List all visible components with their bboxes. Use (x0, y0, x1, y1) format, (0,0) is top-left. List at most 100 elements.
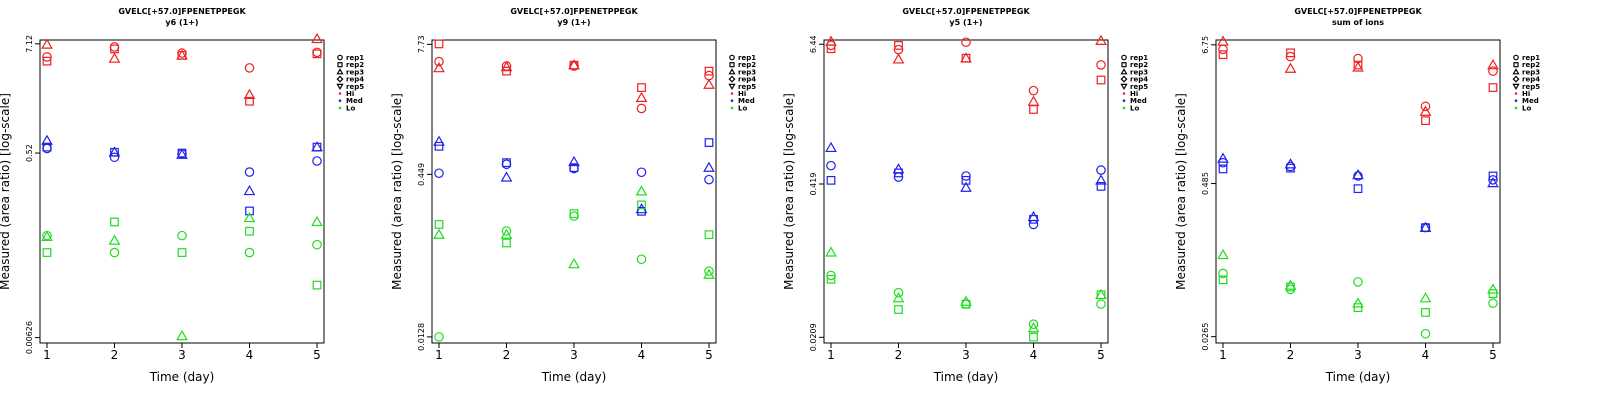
data-point (42, 56, 52, 66)
data-point (1028, 219, 1039, 230)
data-point (502, 238, 511, 248)
x-axis-label: Time (day) (933, 370, 999, 384)
x-tick-label: 3 (570, 348, 578, 362)
data-point (1421, 116, 1430, 126)
data-point (243, 211, 256, 223)
legend-marker (1120, 68, 1128, 75)
legend-label: Med (346, 97, 363, 105)
legend-marker (336, 75, 344, 83)
legend-label: rep4 (1130, 76, 1148, 84)
x-tick-label: 5 (1097, 348, 1105, 362)
data-point (109, 152, 120, 163)
legend-label: rep2 (346, 61, 364, 69)
x-tick-label: 4 (246, 348, 254, 362)
x-tick-label: 1 (827, 348, 835, 362)
data-point (1218, 275, 1228, 285)
data-point (892, 163, 905, 174)
y-tick-label: 0.0128 (417, 323, 426, 351)
legend-marker (1514, 106, 1518, 110)
data-point (893, 287, 904, 298)
legend-label: rep1 (738, 54, 756, 62)
data-point (311, 32, 323, 44)
legend-marker (729, 54, 735, 61)
data-point (1027, 95, 1040, 106)
plot-frame (39, 39, 325, 344)
data-point (569, 163, 579, 173)
legend-marker (1512, 68, 1520, 75)
data-point (245, 206, 254, 216)
data-point (1353, 303, 1363, 313)
legend-label: rep3 (1522, 68, 1540, 76)
data-point (1027, 322, 1040, 333)
legend-label: Hi (1130, 90, 1138, 98)
legend-marker (1122, 92, 1126, 95)
legend-label: rep5 (738, 83, 756, 91)
data-point (704, 174, 714, 185)
legend-label: Med (1522, 97, 1539, 105)
x-axis-label: Time (day) (1325, 370, 1391, 384)
legend-label: rep1 (1522, 54, 1540, 62)
chart-subtitle: sum of ions (1332, 18, 1384, 27)
y-tick-label: 7.73 (417, 35, 426, 53)
legend-marker (336, 83, 344, 91)
data-point (109, 42, 120, 52)
data-point (312, 280, 322, 290)
legend-label: rep4 (738, 76, 756, 84)
x-tick-label: 2 (503, 348, 511, 362)
legend-label: Lo (1130, 104, 1139, 112)
data-point (1353, 277, 1363, 287)
data-point (434, 39, 444, 49)
data-point (1095, 34, 1107, 45)
data-point (312, 239, 322, 250)
data-point (433, 135, 445, 146)
data-point (1096, 60, 1106, 70)
legend-marker (1121, 62, 1127, 68)
data-point (1095, 174, 1107, 185)
legend-marker (336, 68, 344, 75)
y-tick-label: 0.449 (417, 163, 426, 186)
data-point (1419, 292, 1432, 303)
data-point (42, 248, 52, 257)
legend-label: Lo (346, 104, 355, 112)
data-point (825, 35, 837, 46)
legend-marker (728, 68, 736, 75)
data-point (500, 228, 513, 239)
data-point (569, 209, 579, 219)
data-point (1487, 59, 1499, 70)
data-point (108, 146, 121, 157)
x-tick-label: 5 (313, 348, 321, 362)
data-point (1420, 101, 1431, 112)
data-point (434, 56, 444, 67)
data-point (434, 220, 444, 229)
x-tick-label: 3 (962, 348, 970, 362)
data-point (312, 47, 322, 58)
data-point (1218, 50, 1228, 60)
y-axis-label: Measured (area ratio) [log-scale] (1174, 93, 1188, 290)
chart-panel: GVELC[+57.0]FPENETPPEGK y6 (1+) 0.00626 0.5… (0, 7, 364, 384)
data-point (1353, 184, 1363, 194)
data-point (110, 217, 119, 227)
data-point (176, 49, 188, 60)
legend-marker (1121, 54, 1127, 61)
x-tick-label: 2 (111, 348, 119, 362)
plot-frame (431, 39, 717, 344)
data-point (960, 52, 972, 63)
data-point (826, 274, 836, 284)
legend-label: Lo (738, 104, 747, 112)
legend-marker (338, 106, 342, 110)
data-point (1028, 85, 1039, 96)
data-point (704, 138, 714, 147)
y-tick-label: 0.419 (809, 173, 818, 196)
data-point (434, 168, 444, 179)
legend-marker (1514, 99, 1518, 102)
data-point (1217, 35, 1229, 46)
data-point (41, 134, 53, 145)
y-tick-label: 7.12 (25, 35, 34, 53)
legend-marker (728, 83, 736, 91)
x-tick-label: 2 (895, 348, 903, 362)
data-point (433, 62, 445, 73)
x-tick-label: 4 (1030, 348, 1038, 362)
legend-label: rep2 (738, 61, 756, 69)
data-point (894, 41, 903, 50)
x-axis-label: Time (day) (541, 370, 607, 384)
